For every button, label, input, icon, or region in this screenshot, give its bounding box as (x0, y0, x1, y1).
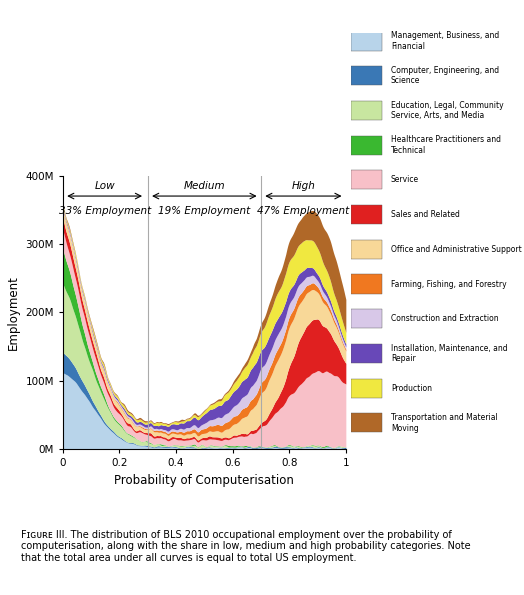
Bar (351, 170, 382, 189)
Bar (351, 378, 382, 397)
Bar (351, 101, 382, 120)
Text: Management, Business, and Financial: Management, Business, and Financial (391, 32, 499, 51)
Text: Low: Low (95, 180, 116, 190)
Bar (351, 205, 382, 224)
Text: Computer, Engineering, and Science: Computer, Engineering, and Science (391, 66, 499, 86)
Bar (351, 240, 382, 259)
Text: Fɪɢᴜʀᴇ III. The distribution of BLS 2010 occupational employment over the probab: Fɪɢᴜʀᴇ III. The distribution of BLS 2010… (21, 530, 471, 563)
Text: Transportation and Material Moving: Transportation and Material Moving (391, 413, 498, 433)
Text: Healthcare Practitioners and Technical: Healthcare Practitioners and Technical (391, 136, 501, 155)
Bar (351, 309, 382, 328)
Text: Service: Service (391, 176, 419, 184)
Y-axis label: Employment: Employment (7, 275, 20, 350)
Bar (351, 136, 382, 155)
Text: 47% Employment: 47% Employment (257, 206, 350, 217)
Text: Farming, Fishing, and Forestry: Farming, Fishing, and Forestry (391, 280, 507, 289)
X-axis label: Probability of Computerisation: Probability of Computerisation (114, 474, 294, 487)
Text: 19% Employment: 19% Employment (158, 206, 250, 217)
Text: Sales and Related: Sales and Related (391, 210, 460, 219)
Text: Production: Production (391, 384, 432, 393)
Text: 33% Employment: 33% Employment (59, 206, 151, 217)
Bar (351, 414, 382, 433)
Text: Construction and Extraction: Construction and Extraction (391, 314, 498, 323)
Text: Medium: Medium (183, 180, 225, 190)
Text: Office and Administrative Support: Office and Administrative Support (391, 245, 521, 254)
Bar (351, 344, 382, 363)
Bar (351, 66, 382, 85)
Bar (351, 32, 382, 51)
Text: High: High (291, 180, 315, 190)
Bar (351, 274, 382, 293)
Text: Education, Legal, Community Service, Arts, and Media: Education, Legal, Community Service, Art… (391, 101, 504, 120)
Text: Installation, Maintenance, and Repair: Installation, Maintenance, and Repair (391, 344, 507, 363)
